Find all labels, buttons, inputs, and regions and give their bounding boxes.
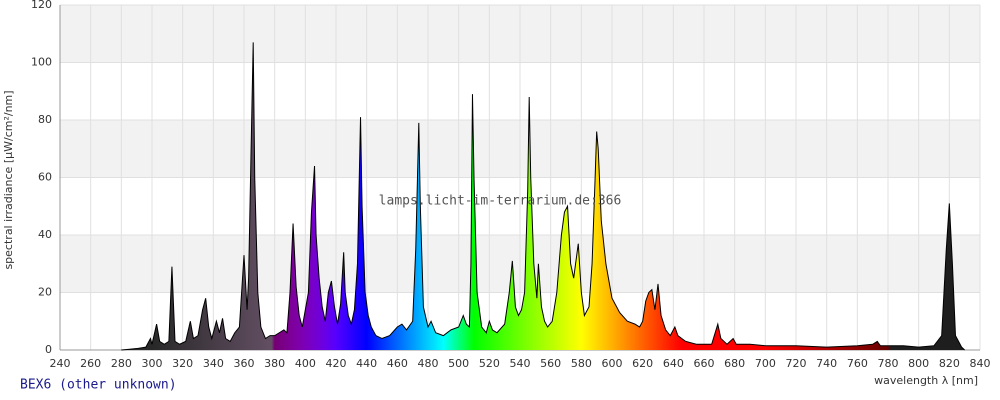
plot bbox=[121, 42, 966, 351]
x-tick-label: 660 bbox=[694, 357, 715, 370]
grid: 0 20 40 60 80 100 120 240 260 280 300 320 340 360 380 4… bbox=[31, 0, 991, 370]
legend-entry: BEX6 (other unknown) bbox=[20, 378, 177, 393]
x-tick-label: 560 bbox=[540, 357, 561, 370]
x-tick-label: 760 bbox=[847, 357, 868, 370]
x-axis-label: wavelength λ [nm] bbox=[874, 374, 978, 387]
x-tick-label: 380 bbox=[264, 357, 285, 370]
x-tick-label: 580 bbox=[571, 357, 592, 370]
x-tick-label: 500 bbox=[448, 357, 469, 370]
y-tick-label: 100 bbox=[31, 56, 52, 69]
x-tick-label: 700 bbox=[755, 357, 776, 370]
x-tick-label: 400 bbox=[295, 357, 316, 370]
y-axis-label: spectral irradiance [µW/cm²/nm] bbox=[2, 90, 15, 269]
x-tick-label: 640 bbox=[663, 357, 684, 370]
y-tick-label: 120 bbox=[31, 0, 52, 11]
x-tick-label: 600 bbox=[602, 357, 623, 370]
x-tick-label: 420 bbox=[326, 357, 347, 370]
y-tick-label: 40 bbox=[38, 228, 52, 241]
x-tick-label: 240 bbox=[50, 357, 71, 370]
x-tick-label: 740 bbox=[816, 357, 837, 370]
x-tick-label: 440 bbox=[356, 357, 377, 370]
x-tick-label: 360 bbox=[234, 357, 255, 370]
spectrum-line bbox=[121, 42, 966, 351]
x-tick-label: 620 bbox=[632, 357, 653, 370]
x-tick-label: 820 bbox=[939, 357, 960, 370]
x-tick-label: 800 bbox=[908, 357, 929, 370]
x-tick-label: 340 bbox=[203, 357, 224, 370]
x-tick-label: 680 bbox=[724, 357, 745, 370]
x-tick-label: 460 bbox=[387, 357, 408, 370]
x-tick-label: 520 bbox=[479, 357, 500, 370]
spectrum-area bbox=[121, 42, 965, 350]
x-tick-label: 720 bbox=[786, 357, 807, 370]
x-tick-label: 840 bbox=[970, 357, 991, 370]
watermark: lamps.licht-im-terrarium.de:366 bbox=[379, 194, 622, 209]
x-tick-label: 480 bbox=[418, 357, 439, 370]
x-tick-label: 320 bbox=[172, 357, 193, 370]
x-tick-label: 260 bbox=[80, 357, 101, 370]
x-tick-label: 540 bbox=[510, 357, 531, 370]
x-tick-label: 280 bbox=[111, 357, 132, 370]
y-tick-label: 60 bbox=[38, 171, 52, 184]
y-tick-label: 80 bbox=[38, 113, 52, 126]
y-tick-label: 20 bbox=[38, 286, 52, 299]
x-tick-label: 780 bbox=[878, 357, 899, 370]
y-tick-label: 0 bbox=[45, 343, 52, 356]
x-tick-label: 300 bbox=[142, 357, 163, 370]
